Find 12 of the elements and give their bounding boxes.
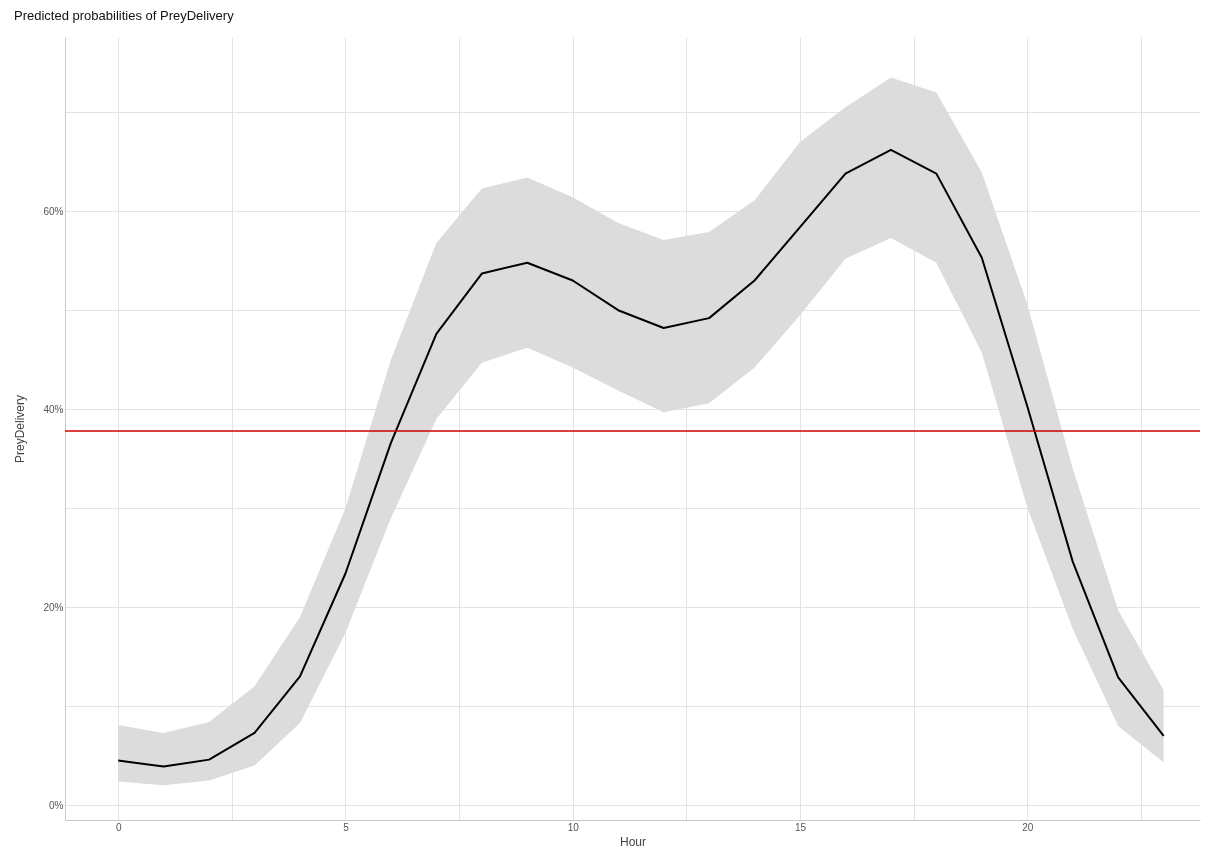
x-tick-label: 15	[794, 821, 807, 833]
y-tick-label: 0%	[49, 799, 64, 811]
x-axis-title: Hour	[619, 834, 647, 849]
y-tick-label: 20%	[43, 601, 64, 613]
x-tick-label: 20	[1022, 821, 1034, 833]
x-tick-label: 5	[343, 821, 350, 833]
y-tick-label: 60%	[43, 205, 64, 217]
x-tick-label: 10	[567, 821, 580, 833]
y-axis-title: PreyDelivery	[13, 394, 28, 464]
chart-title: Predicted probabilities of PreyDelivery	[13, 8, 235, 23]
y-tick-label: 40%	[43, 403, 64, 415]
x-tick-label: 0	[115, 821, 122, 833]
